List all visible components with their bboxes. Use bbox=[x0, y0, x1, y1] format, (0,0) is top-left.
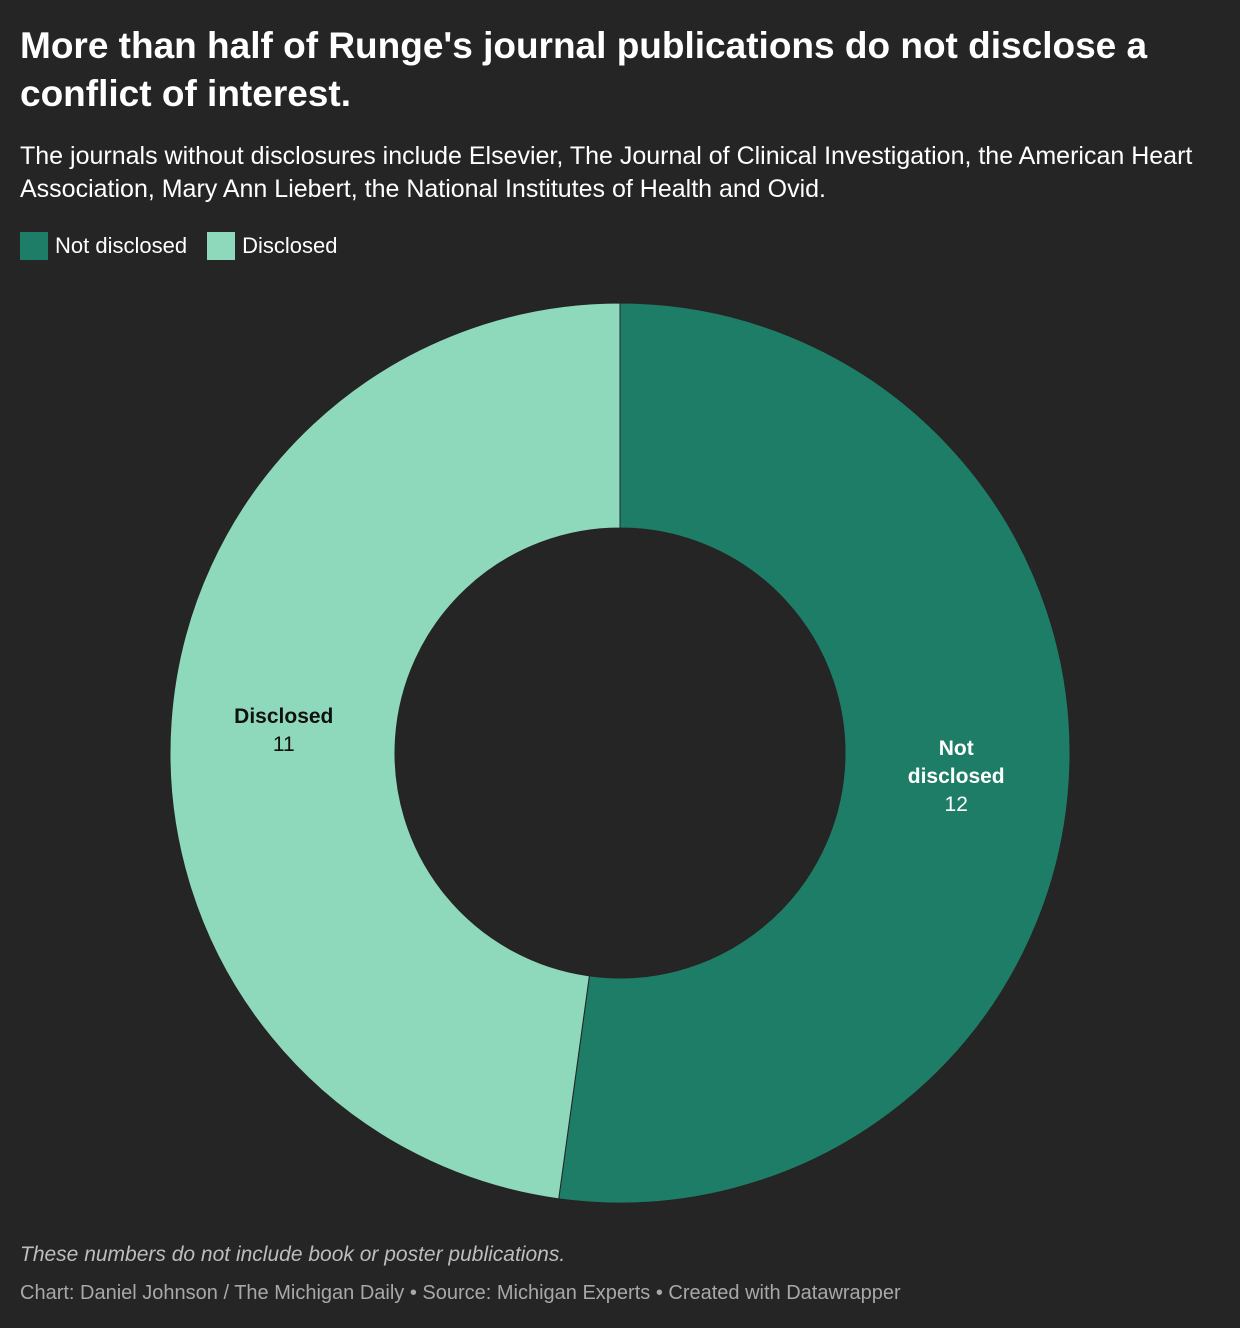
legend-label-disclosed: Disclosed bbox=[242, 233, 338, 258]
slice-label-not-disclosed: Not disclosed 12 bbox=[908, 737, 1005, 816]
chart-title: More than half of Runge's journal public… bbox=[20, 25, 1148, 114]
footnote: These numbers do not include book or pos… bbox=[20, 1243, 566, 1266]
credits: Chart: Daniel Johnson / The Michigan Dai… bbox=[20, 1282, 901, 1304]
legend-item-disclosed: Disclosed bbox=[207, 232, 337, 260]
legend-label-not-disclosed: Not disclosed bbox=[55, 233, 188, 258]
legend: Not disclosed Disclosed bbox=[20, 231, 357, 261]
slice-disclosed bbox=[169, 302, 621, 1200]
legend-item-not-disclosed: Not disclosed bbox=[20, 232, 187, 260]
slice-label-disclosed: Disclosed 11 bbox=[234, 705, 333, 756]
legend-swatch-disclosed bbox=[207, 232, 236, 260]
slice-not-disclosed bbox=[558, 302, 1071, 1204]
slice-value-disclosed: 11 bbox=[273, 733, 295, 756]
chart-subtitle: The journals without disclosures include… bbox=[20, 142, 1193, 203]
slice-value-not-disclosed: 12 bbox=[945, 793, 968, 816]
legend-swatch-not-disclosed bbox=[20, 232, 48, 260]
